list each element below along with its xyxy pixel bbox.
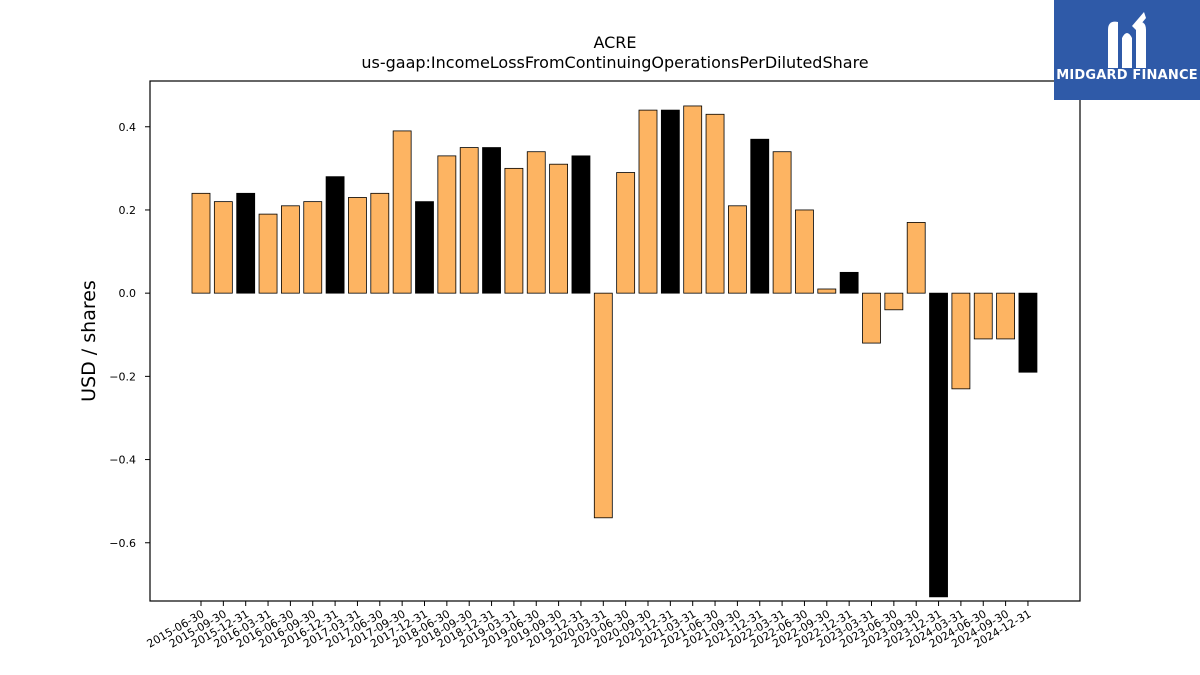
bar-2022-03-31 [772, 151, 792, 294]
bar-2021-12-31 [750, 138, 770, 294]
y-tick-label: −0.4 [109, 454, 136, 467]
bar-2015-09-30 [213, 201, 233, 294]
bar-2021-09-30 [728, 205, 747, 294]
chart-subtitle: us-gaap:IncomeLossFromContinuingOperatio… [361, 53, 868, 72]
bar-2016-09-30 [303, 201, 323, 294]
bar-2023-03-31 [862, 292, 881, 344]
bar-2022-12-31 [839, 271, 859, 294]
chart-title: ACRE [593, 33, 636, 52]
bar-2024-06-30 [973, 292, 993, 340]
y-tick-label: 0.0 [119, 287, 137, 300]
bar-2020-06-30 [616, 172, 636, 294]
bar-2017-12-31 [415, 201, 434, 294]
bar-2020-12-31 [660, 109, 680, 294]
bar-2021-06-30 [705, 113, 725, 294]
bar-2020-09-30 [638, 109, 658, 294]
bar-2018-06-30 [437, 155, 457, 294]
bar-2015-12-31 [236, 192, 256, 294]
bar-2016-03-31 [258, 213, 278, 294]
bar-2024-09-30 [996, 292, 1015, 340]
logo-mark-icon [1108, 12, 1146, 68]
bar-2024-03-31 [951, 292, 971, 390]
bar-2018-12-31 [482, 147, 501, 294]
bar-2016-12-31 [325, 176, 345, 294]
bar-2022-09-30 [817, 288, 837, 294]
bar-2021-03-31 [683, 105, 703, 294]
bar-2018-09-30 [459, 147, 479, 294]
bar-2019-06-30 [526, 151, 546, 294]
y-tick-label: −0.2 [109, 370, 136, 383]
bar-2023-09-30 [906, 222, 926, 294]
bar-2017-06-30 [370, 192, 390, 294]
bar-2016-06-30 [280, 205, 300, 294]
bar-2023-12-31 [929, 292, 948, 598]
y-axis-label: USD / shares [78, 280, 100, 402]
bar-2019-03-31 [504, 167, 524, 294]
bar-2024-12-31 [1018, 292, 1038, 373]
logo: MIDGARD FINANCE [1054, 0, 1200, 100]
logo-text: MIDGARD FINANCE [1056, 68, 1198, 83]
bar-2020-03-31 [593, 292, 613, 519]
bar-2023-06-30 [884, 292, 904, 311]
bar-2017-09-30 [392, 130, 412, 294]
bar-2019-12-31 [571, 155, 591, 294]
bar-2015-06-30 [191, 192, 211, 294]
plot-frame [149, 80, 1081, 602]
y-tick-label: 0.2 [119, 204, 137, 217]
bars-group [191, 105, 1038, 598]
y-tick-label: 0.4 [119, 121, 137, 134]
bar-2019-09-30 [549, 163, 568, 294]
bar-2022-06-30 [795, 209, 814, 294]
x-axis: 2015-06-302015-09-302015-12-312016-03-31… [145, 601, 1033, 651]
bar-2017-03-31 [348, 197, 367, 294]
y-axis: 0.4 0.2 0.0 −0.2 −0.4 −0.6 [109, 121, 150, 550]
y-tick-label: −0.6 [109, 537, 136, 550]
